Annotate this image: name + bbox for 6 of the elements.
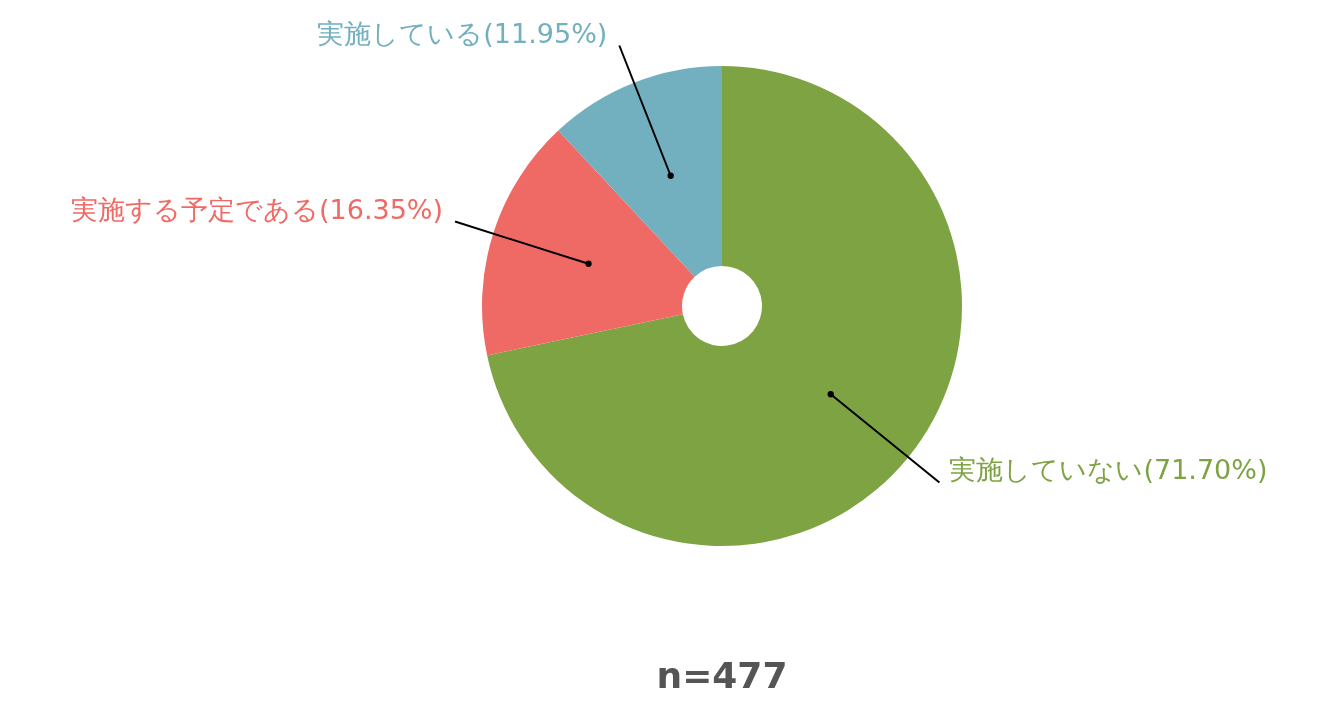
slice-label: 実施していない(71.70%) [949,454,1268,486]
slice-label: 実施している(11.95%) [317,17,608,49]
text: n=477 [656,655,788,696]
slice-label: 実施する予定である(16.35%) [71,193,444,225]
donut-slice [558,66,722,277]
donut-slice [482,130,695,356]
